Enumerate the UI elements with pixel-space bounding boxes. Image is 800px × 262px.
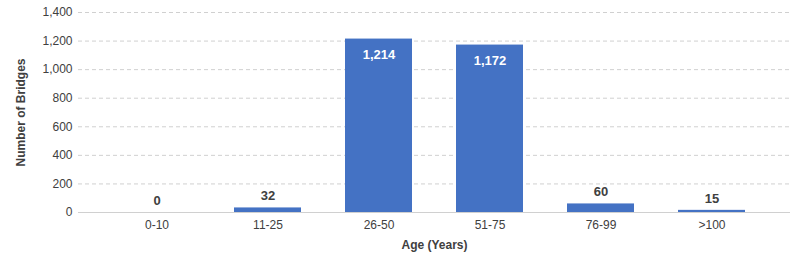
svg-text:51-75: 51-75 — [475, 218, 506, 232]
svg-text:800: 800 — [52, 91, 72, 105]
svg-text:32: 32 — [261, 188, 275, 203]
svg-text:200: 200 — [52, 177, 72, 191]
svg-text:600: 600 — [52, 120, 72, 134]
svg-text:11-25: 11-25 — [253, 218, 283, 232]
svg-text:1,000: 1,000 — [42, 62, 72, 76]
svg-text:>100: >100 — [698, 218, 725, 232]
svg-text:1,214: 1,214 — [363, 47, 396, 62]
svg-text:0: 0 — [66, 205, 73, 219]
svg-text:400: 400 — [52, 148, 72, 162]
svg-text:60: 60 — [594, 184, 608, 199]
svg-text:Number of Bridges: Number of Bridges — [14, 58, 28, 166]
svg-text:76-99: 76-99 — [586, 218, 617, 232]
svg-text:0: 0 — [153, 193, 160, 208]
svg-text:1,200: 1,200 — [42, 34, 72, 48]
svg-text:Age (Years): Age (Years) — [401, 238, 467, 252]
svg-text:1,400: 1,400 — [42, 5, 72, 19]
svg-text:1,172: 1,172 — [474, 53, 507, 68]
svg-text:0-10: 0-10 — [145, 218, 169, 232]
svg-text:15: 15 — [705, 191, 719, 206]
svg-text:26-50: 26-50 — [364, 218, 395, 232]
